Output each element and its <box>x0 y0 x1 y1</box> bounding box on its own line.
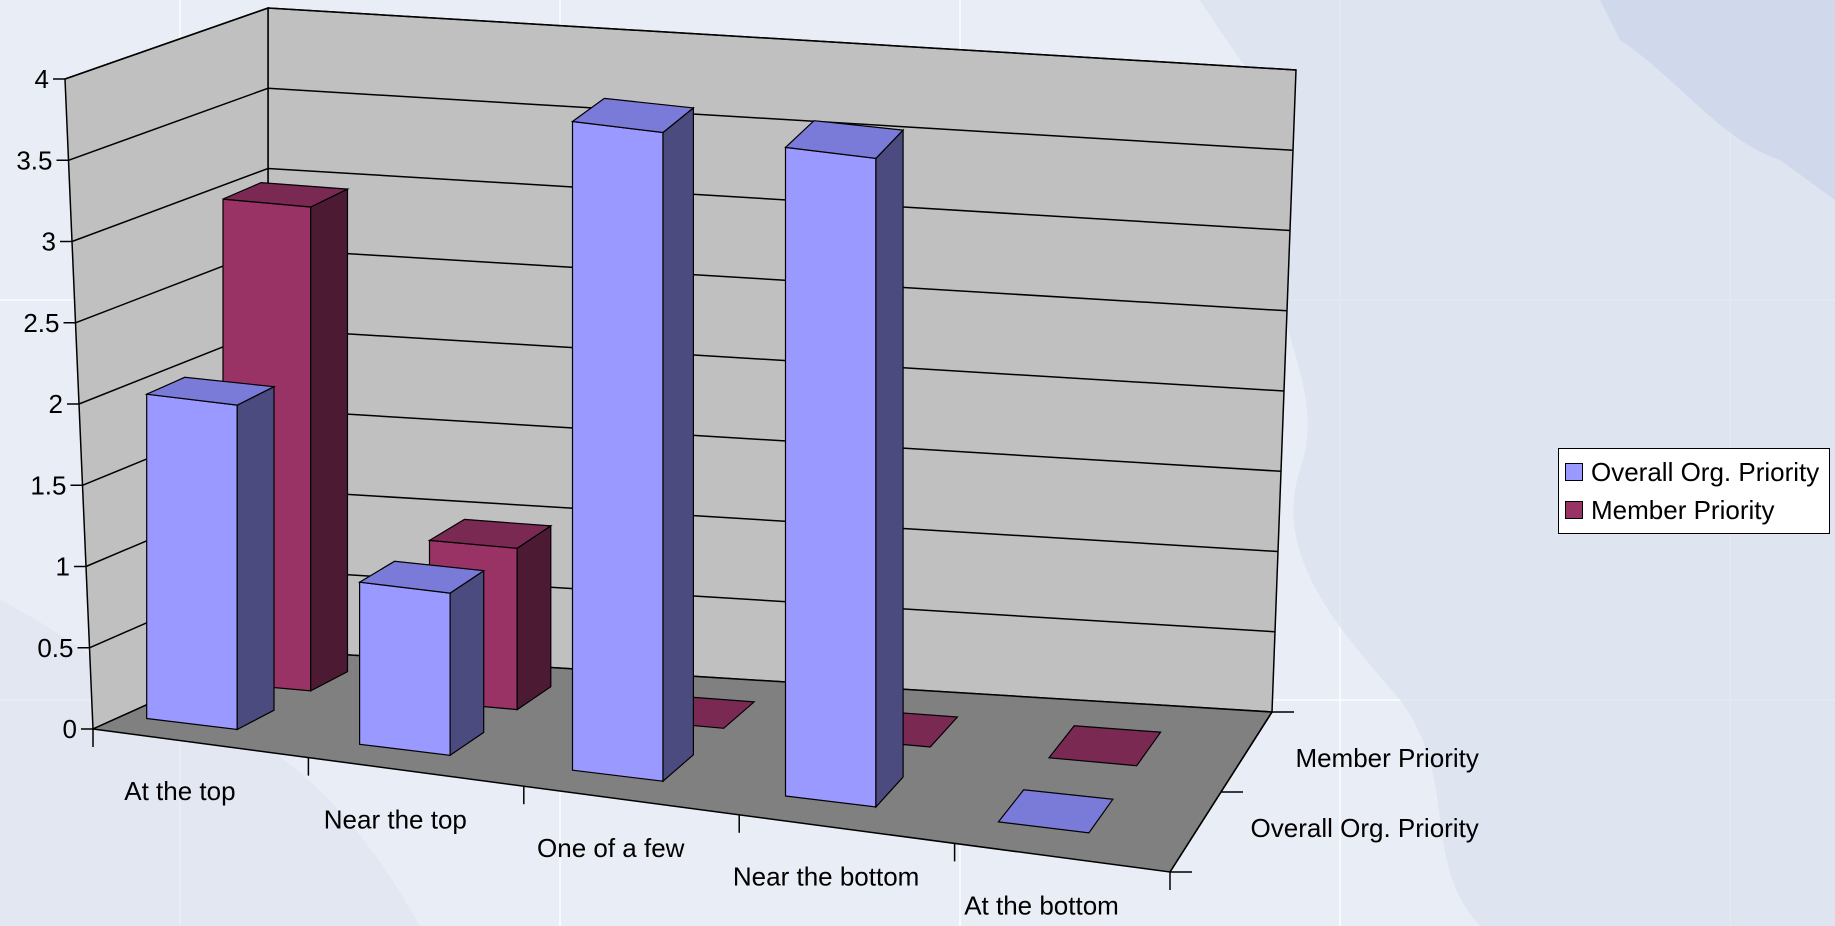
chart-bars <box>144 97 1162 834</box>
bar-side <box>449 569 485 757</box>
chart-labels: 0 0.5 1 1.5 2 2.5 3 3.5 4 At the top Near the top O… <box>16 64 1479 920</box>
legend-item-series-1: Member Priority <box>1565 491 1823 529</box>
legend-item-series-0: Overall Org. Priority <box>1565 453 1823 491</box>
legend-swatch-series-0 <box>1565 463 1583 481</box>
y-tick-label: 4 <box>35 64 49 94</box>
bar-front <box>359 581 451 756</box>
bar-top <box>357 560 486 594</box>
bar-side <box>310 188 349 692</box>
y-tick-label: 2 <box>49 389 63 419</box>
chart-axes <box>53 78 1294 890</box>
gridline <box>71 167 1291 243</box>
bar-side <box>236 385 275 731</box>
depth-category-label: Member Priority <box>1295 743 1478 773</box>
bar <box>144 376 277 731</box>
chart-legend: Overall Org. Priority Member Priority <box>1558 448 1830 534</box>
bar-top <box>427 518 553 549</box>
x-category-label: At the top <box>124 776 235 806</box>
bar <box>997 789 1114 834</box>
bar <box>1047 725 1162 767</box>
bar-top <box>570 97 695 134</box>
bar <box>570 97 695 783</box>
bar-side <box>516 524 552 711</box>
legend-label-series-1: Member Priority <box>1591 494 1775 525</box>
bar-top <box>222 181 350 208</box>
y-tick-label: 0 <box>63 714 77 744</box>
y-tick-label: 3.5 <box>16 145 52 175</box>
depth-category-label: Overall Org. Priority <box>1251 813 1479 843</box>
bar <box>784 120 905 809</box>
bar-top <box>1047 725 1162 767</box>
bar-top <box>997 789 1114 834</box>
gridline <box>68 87 1294 162</box>
bar-side <box>662 106 695 783</box>
legend-label-series-0: Overall Org. Priority <box>1591 456 1820 487</box>
x-category-label: At the bottom <box>964 890 1119 920</box>
x-category-label: Near the bottom <box>733 862 919 892</box>
legend-swatch-series-1 <box>1565 501 1583 519</box>
bar-front <box>571 120 664 782</box>
y-tick-label: 1 <box>56 552 70 582</box>
x-category-label: Near the top <box>324 804 467 834</box>
x-category-label: One of a few <box>537 833 685 863</box>
bar <box>357 560 486 757</box>
depth-axis <box>1169 711 1273 873</box>
y-tick-label: 2.5 <box>23 308 59 338</box>
y-tick-label: 3 <box>42 227 56 257</box>
bar-front <box>784 146 877 808</box>
bar-top <box>784 120 905 160</box>
y-tick-label: 0.5 <box>37 633 73 663</box>
bar-front <box>146 393 238 731</box>
gridline <box>64 7 1297 80</box>
bar-side <box>875 128 904 809</box>
y-tick-label: 1.5 <box>30 470 66 500</box>
bar-top <box>144 376 277 406</box>
